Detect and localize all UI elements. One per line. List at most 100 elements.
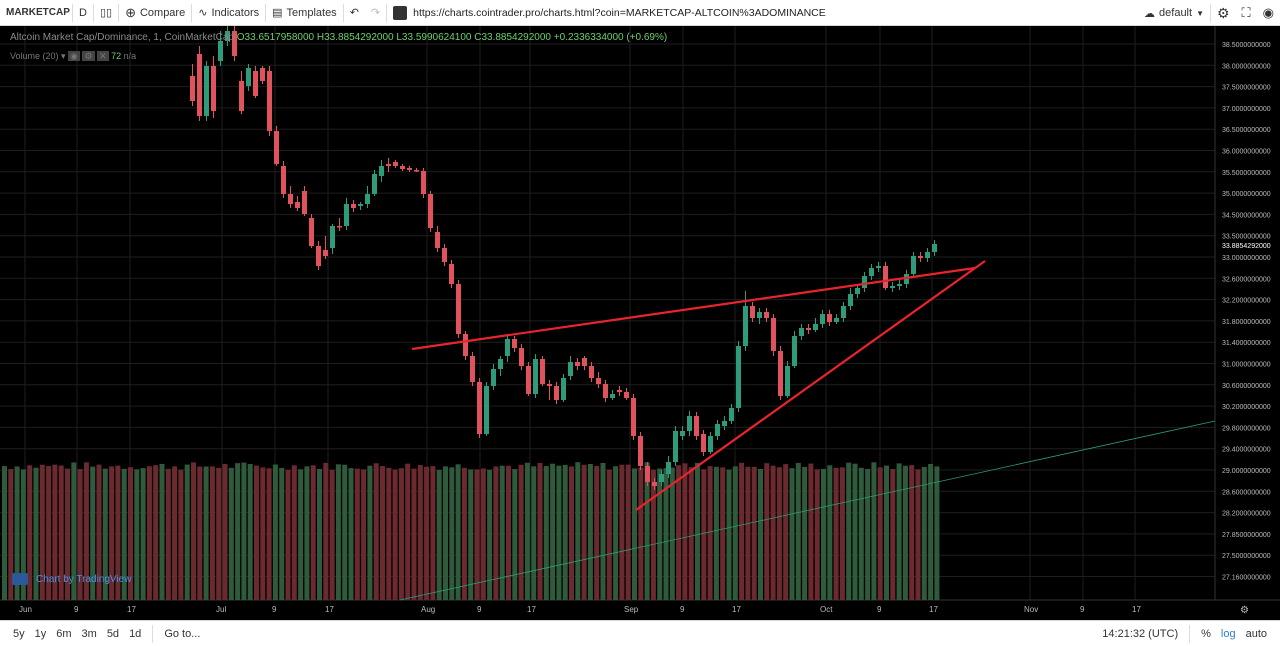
time-tick-label: Oct — [820, 605, 833, 614]
volume-bar — [625, 464, 631, 600]
range-5d[interactable]: 5d — [106, 627, 120, 640]
volume-bar — [770, 465, 776, 600]
cloud-icon: ☁ — [1144, 7, 1156, 20]
volume-label: Volume (20) — [10, 51, 59, 61]
symbol-search[interactable]: MARKETCAP — [6, 7, 70, 18]
series-name: Altcoin Market Cap/Dominance, 1, CoinMar… — [10, 32, 234, 43]
volume-bar — [877, 467, 883, 600]
candle-body — [806, 328, 811, 330]
goto-button[interactable]: Go to... — [164, 627, 201, 640]
legend-close: C33.8854292000 — [474, 32, 551, 43]
candle-body — [890, 286, 895, 288]
time-tick-label: 9 — [477, 605, 482, 614]
bottom-toolbar: 5y 1y 6m 3m 5d 1d Go to... 14:21:32 (UTC) % l… — [0, 620, 1280, 646]
range-1y[interactable]: 1y — [34, 627, 47, 640]
volume-bar — [669, 467, 675, 600]
log-toggle[interactable]: log — [1220, 627, 1236, 640]
time-tick-label: 9 — [680, 605, 685, 614]
volume-bar — [392, 469, 398, 600]
price-chart[interactable]: 38.5000000000 38.0000000000 37.5000000000 3… — [0, 26, 1280, 620]
volume-bar — [606, 469, 612, 600]
volume-bar — [8, 469, 14, 600]
volume-bar — [732, 466, 738, 600]
time-tick-label: 17 — [527, 605, 536, 614]
redo-button[interactable]: ↷ — [365, 0, 386, 26]
undo-button[interactable]: ↶ — [344, 0, 365, 26]
price-tick-label: 30.6000000000 — [1222, 383, 1271, 390]
range-3m[interactable]: 3m — [81, 627, 97, 640]
candle-body — [407, 168, 412, 170]
range-5y[interactable]: 5y — [13, 627, 25, 640]
candle-body — [617, 390, 622, 392]
auto-toggle[interactable]: auto — [1245, 627, 1267, 640]
candle-body — [561, 378, 566, 400]
volume-bar — [52, 464, 58, 600]
interval-button[interactable]: D — [79, 6, 87, 19]
compare-button[interactable]: ⊕ Compare — [119, 0, 191, 26]
candle-body — [736, 346, 741, 408]
candle-body — [701, 434, 706, 452]
settings-icon[interactable]: ⚙ — [82, 51, 95, 61]
candle-body — [610, 394, 615, 398]
volume-bar — [487, 469, 493, 600]
price-tick-label: 33.5000000000 — [1222, 234, 1271, 241]
candle-body — [897, 284, 902, 286]
eye-icon[interactable]: ◉ — [68, 51, 80, 61]
volume-bar — [506, 465, 511, 600]
volume-bar — [896, 463, 902, 600]
candle-body — [309, 218, 314, 246]
volume-bar — [254, 465, 259, 600]
volume-bar — [197, 466, 203, 600]
candle-body — [540, 359, 545, 384]
tradingview-watermark[interactable]: Chart by TradingView — [12, 573, 131, 585]
candle-body — [421, 171, 426, 194]
volume-bar — [58, 465, 64, 600]
volume-bar — [865, 468, 871, 600]
fullscreen-button[interactable]: ⛶ — [1236, 0, 1257, 26]
layout-button[interactable]: ☁ default ▼ — [1138, 0, 1210, 26]
templates-button[interactable]: ▤ Templates — [266, 0, 343, 26]
chart-area[interactable]: 38.5000000000 38.0000000000 37.5000000000 3… — [0, 26, 1280, 620]
price-tick-label: 31.4000000000 — [1222, 340, 1271, 347]
volume-bar — [499, 465, 505, 600]
volume-bar — [650, 469, 656, 600]
volume-bar — [713, 466, 719, 600]
volume-bar — [638, 467, 644, 600]
range-1d[interactable]: 1d — [129, 627, 142, 640]
clock[interactable]: 14:21:32 (UTC) — [1102, 627, 1179, 640]
range-6m[interactable]: 6m — [56, 627, 72, 640]
time-tick-label: 9 — [1080, 605, 1085, 614]
chart-style-button[interactable]: ▯▯ — [94, 0, 118, 26]
save-image-button[interactable]: https://charts.cointrader.pro/charts.htm… — [387, 0, 832, 26]
volume-bar — [695, 462, 700, 600]
candle-body — [568, 362, 573, 376]
settings-button[interactable]: ⚙ — [1211, 0, 1236, 26]
volume-bar — [39, 464, 45, 600]
candle-body — [757, 312, 762, 318]
volume-bar — [839, 467, 845, 600]
volume-bar — [884, 465, 889, 600]
url-text[interactable]: https://charts.cointrader.pro/charts.htm… — [413, 6, 826, 19]
indicators-button[interactable]: ∿ Indicators — [192, 0, 265, 26]
snapshot-button[interactable]: ◉ — [1257, 0, 1280, 26]
chevron-down-icon[interactable]: ▾ — [61, 51, 66, 61]
volume-bar — [102, 468, 108, 600]
volume-bar — [556, 465, 562, 600]
close-icon[interactable]: ✕ — [97, 51, 109, 61]
price-tick-label: 38.5000000000 — [1222, 42, 1271, 49]
candle-body — [841, 306, 846, 318]
percent-toggle[interactable]: % — [1201, 627, 1211, 640]
candle-body — [225, 31, 230, 41]
candle-body — [869, 268, 874, 276]
volume-bar — [380, 466, 385, 600]
volume-bar — [480, 468, 486, 600]
time-tick-label: 17 — [929, 605, 938, 614]
candle-body — [834, 318, 839, 322]
volume-bar — [915, 469, 921, 600]
volume-bar — [814, 469, 820, 600]
chevron-down-icon: ▼ — [1196, 8, 1204, 18]
volume-bar — [512, 469, 518, 600]
series-legend: Altcoin Market Cap/Dominance, 1, CoinMar… — [10, 32, 667, 43]
volume-bar — [871, 462, 877, 600]
candle-body — [764, 312, 769, 318]
